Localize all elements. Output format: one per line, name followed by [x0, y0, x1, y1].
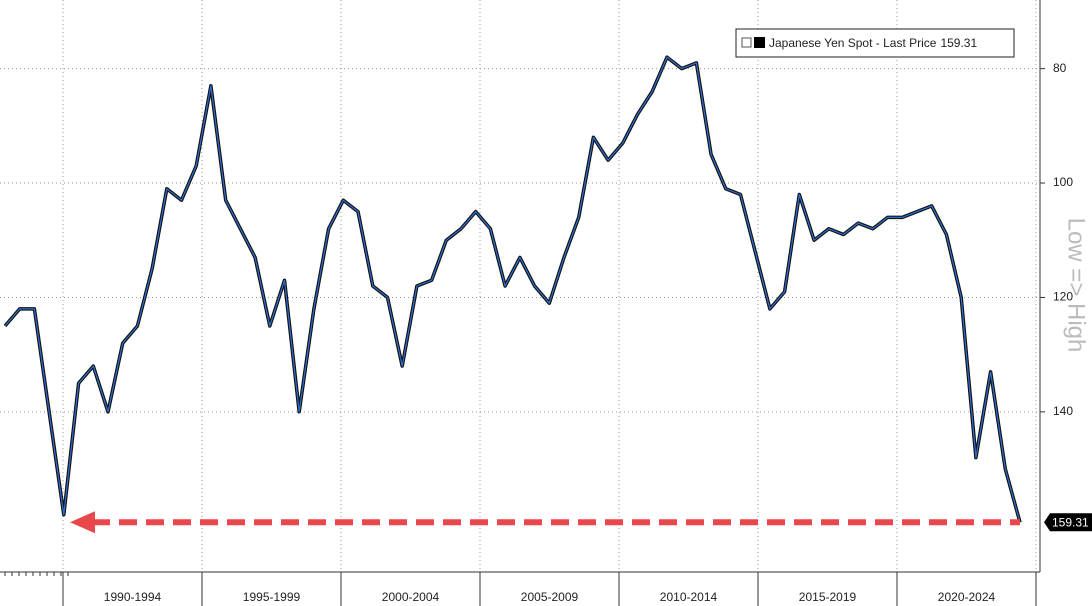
legend-series-name: Japanese Yen Spot - Last Price: [769, 36, 937, 50]
y-tick-label: 140: [1053, 404, 1073, 418]
axis-label: Low => High: [1063, 218, 1090, 353]
x-tick-label: 2020-2024: [938, 590, 996, 604]
y-tick-label: 100: [1053, 175, 1073, 189]
y-tick-label: 120: [1053, 290, 1073, 304]
legend-label: Japanese Yen Spot - Last Price 159.31: [769, 36, 977, 50]
arrow-head: [70, 511, 95, 534]
legend-swatch: [754, 37, 765, 48]
legend: Japanese Yen Spot - Last Price 159.31: [735, 28, 1015, 58]
x-tick-label: 2010-2014: [660, 590, 718, 604]
x-tick-label: 1990-1994: [104, 590, 162, 604]
price-tag-label: 159.31: [1052, 515, 1089, 529]
x-tick-label: 1995-1999: [243, 590, 301, 604]
line: [4, 56, 1021, 523]
x-tick-label: 2000-2004: [382, 590, 440, 604]
legend-box: [735, 28, 1015, 58]
price-tag: [1044, 513, 1092, 532]
legend-last-price: 159.31: [940, 36, 977, 50]
line-outline: [3, 55, 1022, 523]
x-tick-label: 2015-2019: [799, 590, 857, 604]
legend-icon-outline: [741, 37, 752, 48]
x-tick-label: 2005-2009: [521, 590, 579, 604]
y-tick-label: 80: [1053, 61, 1067, 75]
